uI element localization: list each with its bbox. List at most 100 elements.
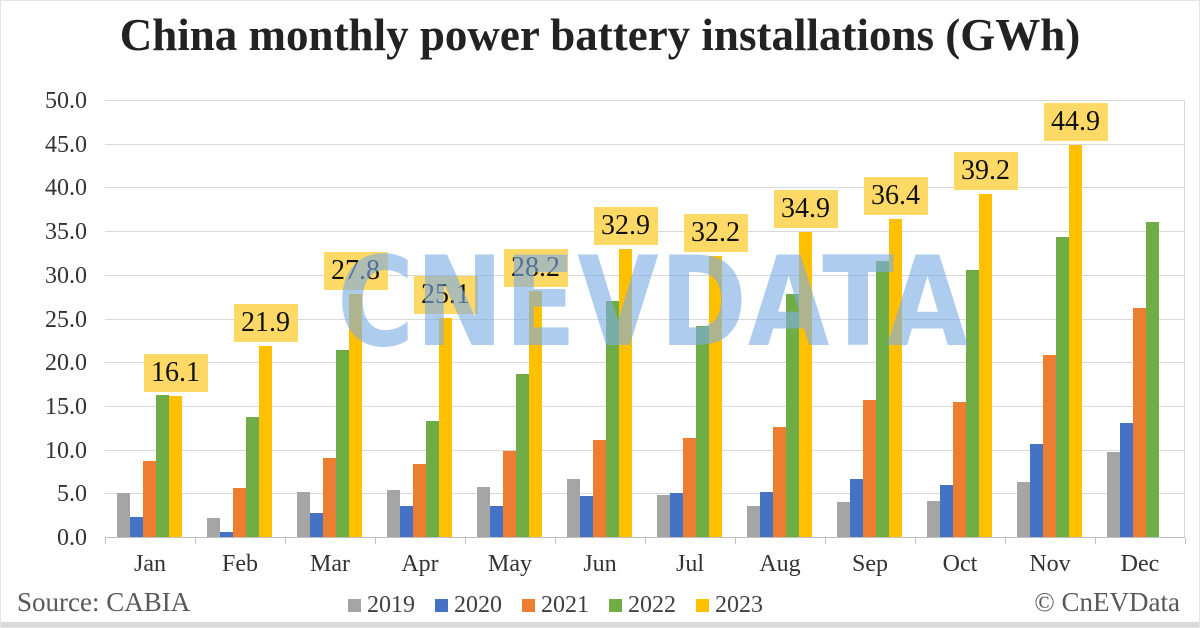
bar-2021-jun (593, 440, 606, 537)
bar-2019-oct (927, 501, 940, 537)
bar-2019-aug (747, 506, 760, 537)
x-axis-label: Jun (583, 551, 617, 577)
legend-swatch (348, 598, 361, 612)
data-label-jul: 32.2 (683, 213, 748, 252)
x-axis-tick (285, 538, 286, 544)
x-axis-tick (195, 538, 196, 544)
legend-swatch (435, 598, 448, 612)
gridline (105, 318, 1185, 320)
bar-2020-jul (670, 493, 683, 537)
x-axis-label: May (488, 551, 532, 577)
x-axis-tick (375, 538, 376, 544)
y-tick-label: 20.0 (45, 350, 87, 377)
y-tick-label: 35.0 (45, 219, 87, 246)
y-tick-label: 0.0 (57, 525, 87, 551)
bottom-strip (1, 622, 1199, 627)
bar-2022-may (516, 374, 529, 537)
legend-item-label: 2022 (628, 592, 676, 618)
x-axis-tick (825, 538, 826, 544)
bar-2019-apr (387, 489, 400, 537)
bar-2023-feb (259, 345, 272, 537)
bar-2022-jul (696, 325, 709, 537)
gridline (105, 187, 1185, 189)
gridline (105, 100, 1185, 101)
plot-area: 0.0 5.0 10.0 15.0 20.0 25.0 30.0 35.0 40.0 45.0 50… (45, 89, 1186, 576)
data-label-jun: 32.9 (593, 207, 658, 246)
source-label: Source: CABIA (17, 587, 191, 617)
y-tick-label: 5.0 (57, 481, 87, 508)
data-label-apr: 25.1 (413, 275, 478, 314)
gridline (105, 405, 1185, 407)
x-axis-label: Feb (222, 551, 258, 577)
x-axis-tick (465, 538, 466, 544)
data-label-aug: 34.9 (773, 189, 838, 228)
x-axis-label: Dec (1120, 551, 1160, 577)
gridline (105, 537, 1185, 538)
chart-title: China monthly power battery installation… (119, 10, 1081, 60)
gridline (105, 493, 1185, 495)
legend-swatch (522, 598, 535, 612)
credit-label: © CnEVData (1034, 587, 1180, 617)
x-axis-tick (1185, 538, 1186, 544)
bar-2019-dec (1107, 452, 1120, 537)
bar-2021-aug (773, 426, 786, 537)
bar-2022-apr (426, 420, 439, 537)
data-label-feb: 21.9 (233, 303, 298, 342)
x-axis-tick (105, 538, 106, 544)
plot-right-border (1184, 101, 1185, 538)
bar-2021-jan (143, 460, 156, 537)
x-axis-tick (735, 538, 736, 544)
bar-2021-jul (683, 438, 696, 537)
bar-2020-aug (760, 492, 773, 537)
bar-2020-oct (940, 485, 953, 537)
bar-2022-mar (336, 349, 349, 537)
bar-2022-feb (246, 417, 259, 537)
x-axis-tick (915, 538, 916, 544)
data-label-jan: 16.1 (143, 354, 208, 393)
bar-2019-jun (567, 479, 580, 537)
x-axis-label: Nov (1029, 551, 1071, 577)
bar-2023-jul (709, 255, 722, 537)
x-axis-label: Jan (134, 551, 166, 577)
bar-2022-jun (606, 301, 619, 537)
x-axis-label: Mar (310, 551, 350, 577)
bar-2022-dec (1146, 221, 1159, 537)
bar-2019-jan (117, 493, 130, 537)
bar-2020-nov (1030, 444, 1043, 537)
x-axis-tick (645, 538, 646, 544)
bar-2023-sep (889, 218, 902, 537)
x-axis-label: Aug (759, 551, 801, 577)
legend-swatch (696, 598, 709, 612)
bar-2023-may (529, 290, 542, 537)
legend-item-2022: 2022 (609, 593, 676, 617)
legend: 2019 2020 2021 2022 2023 (348, 593, 763, 617)
legend-item-2019: 2019 (348, 593, 415, 617)
legend-item-label: 2023 (715, 592, 763, 618)
bar-2023-jan (169, 396, 182, 537)
bar-2020-jun (580, 495, 593, 537)
y-tick-label: 25.0 (45, 306, 87, 333)
bar-2020-dec (1120, 422, 1133, 537)
gridline (105, 143, 1185, 145)
bar-2022-sep (876, 260, 889, 537)
bar-2021-oct (953, 402, 966, 537)
x-axis-tick (1095, 538, 1096, 544)
bar-2021-nov (1043, 355, 1056, 537)
legend-item-2021: 2021 (522, 593, 589, 617)
bar-2019-jul (657, 495, 670, 537)
legend-swatch (609, 598, 622, 612)
bar-2023-jun (619, 249, 632, 537)
bar-2021-feb (233, 488, 246, 537)
y-tick-label: 45.0 (45, 131, 87, 158)
gridline (105, 449, 1185, 451)
gridline (105, 274, 1185, 276)
bar-2021-sep (863, 399, 876, 537)
bar-2023-aug (799, 231, 812, 537)
bar-2021-mar (323, 458, 336, 537)
bar-2020-jan (130, 516, 143, 537)
bar-2023-mar (349, 294, 362, 537)
y-tick-label: 30.0 (45, 262, 87, 289)
bar-2021-apr (413, 463, 426, 537)
bar-2023-oct (979, 194, 992, 537)
